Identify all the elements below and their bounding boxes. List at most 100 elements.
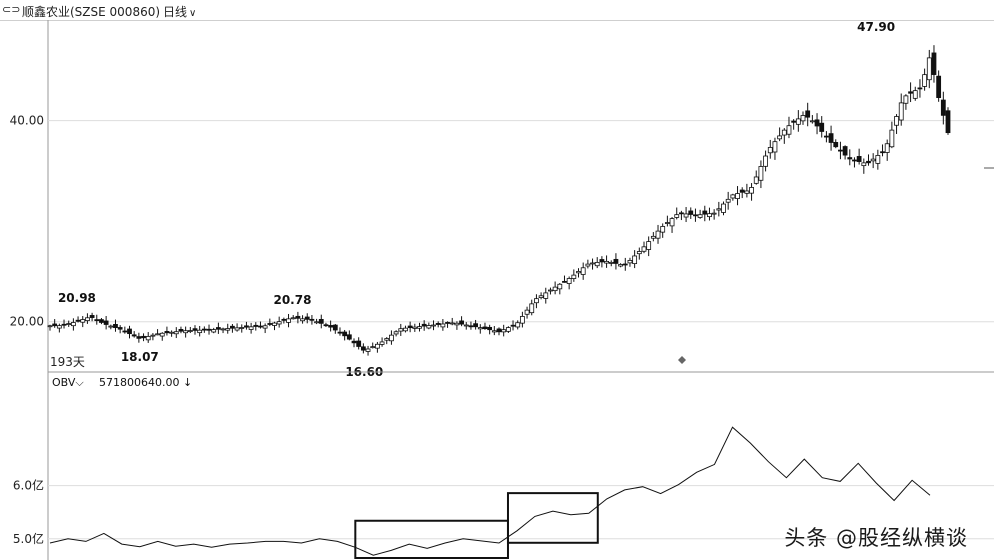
candle-body (870, 158, 876, 162)
candle-body (173, 331, 179, 335)
obv-line (49, 426, 931, 556)
candle-body (417, 326, 422, 329)
candle-body (669, 218, 675, 227)
candle-body (664, 222, 670, 224)
obv-tick-label: 5.0亿 (13, 531, 44, 546)
candle-body (529, 303, 535, 314)
candle-body (842, 146, 848, 156)
candle-body (758, 166, 764, 181)
candle-body (636, 251, 642, 255)
obv-axis: 5.0亿 6.0亿 (13, 478, 44, 546)
candle-body (679, 212, 684, 215)
candle-body (866, 160, 871, 164)
candle-body (131, 334, 137, 337)
price-tick-label: 20.00 (10, 315, 44, 329)
candle-body (688, 210, 694, 215)
period-selector[interactable]: 日线 ∨ (163, 5, 197, 19)
candle-body (159, 332, 165, 337)
candle-body (426, 325, 432, 329)
candle-body (576, 271, 581, 274)
candle-body (510, 324, 516, 327)
candle-body (622, 263, 628, 266)
candle-body (880, 151, 885, 154)
highlight-box (506, 492, 599, 544)
obv-indicator-label[interactable]: OBV⌵ (52, 376, 84, 389)
candle-body (505, 327, 511, 332)
grid-lines (47, 20, 994, 560)
candle-body (562, 280, 567, 283)
candle-body (412, 326, 418, 329)
candle-body (856, 156, 862, 162)
candle-body (351, 340, 357, 344)
candle-body (926, 57, 932, 81)
candle-body (683, 213, 689, 218)
candle-body (646, 241, 652, 250)
candle-body (267, 323, 273, 325)
candle-body (403, 327, 408, 332)
candle-body (632, 255, 638, 265)
candle-body (809, 120, 815, 123)
candle-body (220, 328, 226, 331)
candle-body (117, 327, 123, 330)
candle-body (725, 198, 731, 203)
candle-body (716, 208, 722, 211)
candle-body (56, 325, 62, 329)
candle-body (234, 327, 240, 331)
candle-body (828, 133, 834, 143)
candle-body (833, 142, 839, 148)
candle-body (300, 318, 305, 322)
candle-body (431, 324, 436, 327)
candle-body (323, 324, 329, 327)
candle-body (337, 331, 343, 334)
candle-body (449, 322, 455, 325)
candle-body (99, 319, 104, 323)
candle-body (922, 74, 928, 87)
candle-body (169, 331, 175, 334)
price-tick-label: 40.00 (10, 114, 44, 128)
candle-body (206, 328, 212, 331)
candle-body (501, 329, 507, 333)
candle-body (655, 230, 661, 239)
candle-body (721, 203, 726, 213)
candle-body (328, 325, 334, 328)
price-axis: 20.00 40.00 (10, 114, 44, 329)
candle-body (795, 118, 801, 125)
candle-body (52, 323, 58, 327)
price-annotation: 20.98 (58, 291, 96, 305)
candle-body (735, 193, 740, 199)
candle-body (884, 143, 890, 153)
obv-value: 571800640.00 ↓ (99, 376, 192, 389)
link-icon[interactable]: ⊂⊃ (2, 3, 21, 16)
candle-body (374, 343, 380, 349)
candle-body (800, 115, 806, 122)
candle-body (660, 226, 666, 233)
candle-body (491, 330, 497, 333)
candle-body (945, 110, 951, 134)
candle-body (379, 341, 385, 345)
candle-body (894, 116, 899, 126)
candle-body (178, 329, 184, 332)
candle-body (847, 157, 853, 160)
candle-body (262, 325, 268, 329)
candle-body (122, 330, 128, 333)
candle-body (875, 155, 881, 164)
candle-body (543, 292, 549, 299)
candle-body (346, 334, 352, 340)
candle-body (309, 318, 315, 321)
candle-body (136, 336, 142, 339)
candle-body (702, 210, 708, 215)
candle-body (183, 330, 189, 334)
candle-body (435, 323, 441, 325)
candle-body (421, 323, 427, 327)
candle-body (47, 325, 53, 328)
candle-body (524, 309, 530, 315)
candle-body (496, 328, 502, 333)
candle-body (580, 267, 586, 275)
candle-body (89, 315, 95, 318)
candle-body (201, 328, 207, 331)
candle-body (248, 326, 254, 330)
chevron-down-icon[interactable]: ∨ (189, 8, 197, 19)
candle-body (777, 135, 783, 140)
candle-body (805, 110, 811, 118)
candle-body (75, 319, 81, 322)
